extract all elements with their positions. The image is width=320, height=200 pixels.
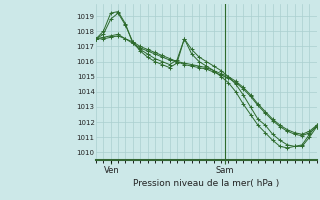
X-axis label: Pression niveau de la mer( hPa ): Pression niveau de la mer( hPa ) — [133, 179, 280, 188]
